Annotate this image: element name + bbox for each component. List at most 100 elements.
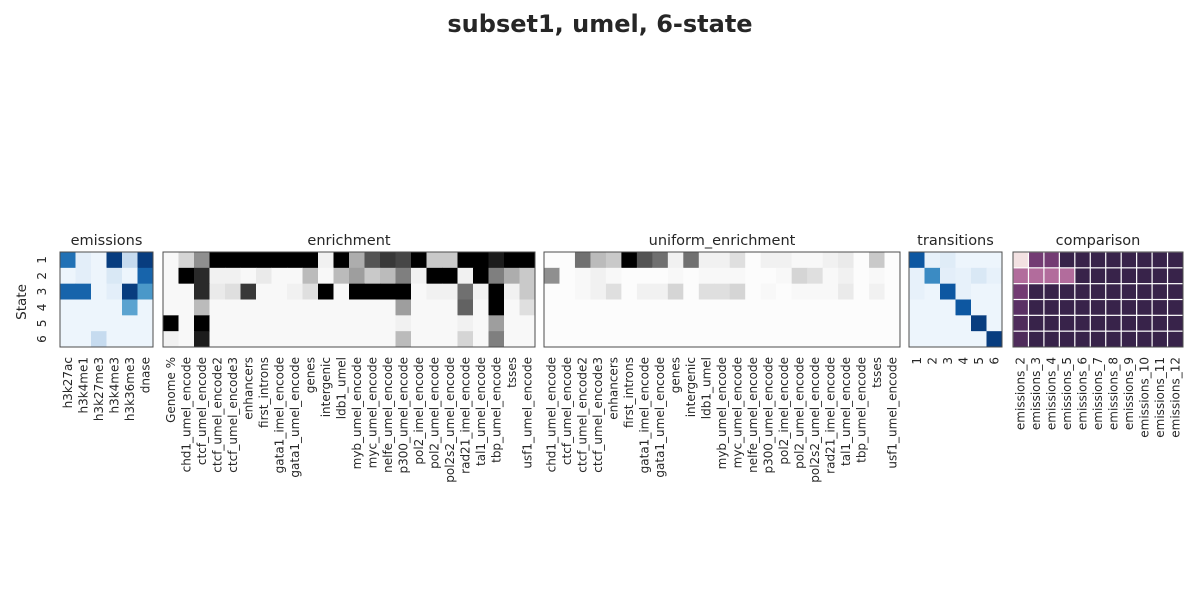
heatmap-cell — [256, 267, 272, 285]
heatmap-cell — [698, 331, 715, 348]
heatmap-cell — [971, 283, 987, 300]
heatmap-cell — [504, 252, 520, 269]
x-tick-label: pol2_umel_encode — [427, 357, 441, 469]
heatmap-cell — [178, 331, 195, 348]
heatmap-cell — [333, 267, 350, 285]
heatmap-cell — [807, 315, 824, 332]
heatmap-cell — [122, 315, 138, 332]
x-tick-label: rad21_imel_encode — [458, 357, 472, 474]
heatmap-cell — [729, 283, 746, 300]
heatmap-cell — [971, 252, 987, 269]
heatmap-cell — [838, 331, 854, 348]
heatmap-cell — [137, 299, 154, 316]
heatmap-cell — [955, 267, 972, 285]
x-tick-label: chd1_umel_encode — [179, 357, 193, 472]
heatmap-cell — [333, 252, 350, 269]
heatmap-cell — [1089, 251, 1107, 269]
heatmap-cell — [1074, 330, 1092, 348]
x-tick-label: pol2_umel_encode — [792, 357, 806, 469]
heatmap-cell — [869, 315, 885, 332]
heatmap-cell — [924, 331, 941, 348]
heatmap-cell — [621, 331, 638, 348]
heatmap-cell — [683, 299, 700, 316]
heatmap-cell — [302, 267, 319, 285]
heatmap-cell — [621, 315, 638, 332]
heatmap-cell — [667, 252, 684, 269]
heatmap-cell — [807, 299, 824, 316]
heatmap-cell — [1074, 298, 1092, 317]
heatmap-cell — [504, 331, 520, 348]
heatmap-cell — [1136, 283, 1154, 301]
heatmap-cell — [667, 299, 684, 316]
heatmap-cell — [106, 299, 123, 316]
heatmap-cell — [1043, 330, 1061, 348]
heatmap-cell — [380, 315, 396, 332]
heatmap-cell — [1166, 283, 1184, 301]
heatmap-cell — [729, 299, 746, 316]
heatmap-cell — [1074, 251, 1092, 269]
heatmap-cell — [1012, 267, 1030, 285]
heatmap-cell — [318, 315, 334, 332]
x-tick-label: ldb1_umel — [334, 357, 348, 419]
heatmap-cell — [884, 315, 901, 332]
panel-title: emissions — [71, 233, 143, 249]
heatmap-cell — [729, 331, 746, 348]
heatmap-cell — [667, 283, 684, 300]
heatmap-cell — [225, 252, 241, 269]
heatmap-cell — [714, 252, 731, 269]
heatmap-cell — [426, 267, 443, 285]
x-tick-label: first_introns — [257, 357, 271, 428]
heatmap-cell — [909, 267, 925, 285]
heatmap-cell — [1058, 251, 1076, 269]
heatmap-cell — [395, 299, 412, 316]
heatmap-cell — [1058, 298, 1076, 317]
heatmap-cell — [652, 283, 669, 300]
heatmap-cell — [971, 331, 987, 348]
heatmap-cell — [853, 267, 870, 285]
heatmap-cell — [302, 252, 319, 269]
heatmap-cell — [240, 315, 257, 332]
panel-frame — [1012, 251, 1184, 348]
panel-frame — [162, 251, 536, 348]
heatmap-cell — [683, 267, 700, 285]
heatmap-cell — [1012, 314, 1030, 333]
heatmap-cell — [457, 315, 474, 332]
heatmap-cell — [504, 283, 520, 300]
heatmap-cell — [714, 267, 731, 285]
heatmap-cell — [1105, 283, 1123, 301]
heatmap-cell — [869, 252, 885, 269]
heatmap-cell — [745, 299, 762, 316]
heatmap-cell — [504, 267, 520, 285]
x-tick-label: enhancers — [241, 357, 255, 420]
heatmap-cell — [318, 283, 334, 300]
heatmap-cell — [683, 283, 700, 300]
heatmap-cell — [574, 283, 591, 300]
heatmap-cell — [209, 331, 226, 348]
heatmap-cell — [194, 283, 210, 300]
heatmap-cell — [318, 299, 334, 316]
heatmap-cell — [636, 283, 653, 300]
heatmap-cell — [287, 283, 303, 300]
heatmap-cell — [137, 267, 154, 285]
x-tick-label: tsses — [870, 357, 884, 388]
heatmap-cell — [940, 283, 956, 300]
heatmap-cell — [621, 299, 638, 316]
x-tick-label: gata1_imel_encode — [272, 357, 286, 473]
figure-title: subset1, umel, 6-state — [447, 10, 752, 38]
x-tick-label: myc_umel_encode — [730, 357, 744, 468]
x-tick-label: h3k27me3 — [92, 357, 106, 421]
heatmap-cell — [519, 267, 536, 285]
heatmap-cell — [1089, 298, 1107, 317]
heatmap-cell — [287, 252, 303, 269]
heatmap-cell — [838, 315, 854, 332]
heatmap-cell — [333, 283, 350, 300]
heatmap-cell — [426, 315, 443, 332]
heatmap-cell — [745, 283, 762, 300]
heatmap-cell — [1136, 267, 1154, 285]
heatmap-cell — [395, 252, 412, 269]
heatmap-cell — [1120, 283, 1138, 301]
x-tick-label: pol2_imel_encode — [412, 357, 426, 465]
x-tick-label: emissions_8 — [1106, 357, 1120, 430]
heatmap-cell — [194, 331, 210, 348]
heatmap-cell — [1043, 283, 1061, 301]
